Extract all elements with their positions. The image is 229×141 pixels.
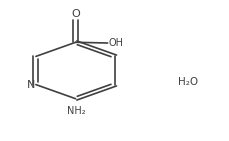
Text: O: O (71, 9, 80, 19)
Text: H₂O: H₂O (178, 77, 198, 87)
Text: OH: OH (108, 38, 123, 48)
Text: NH₂: NH₂ (67, 106, 86, 116)
Text: N: N (27, 80, 35, 90)
